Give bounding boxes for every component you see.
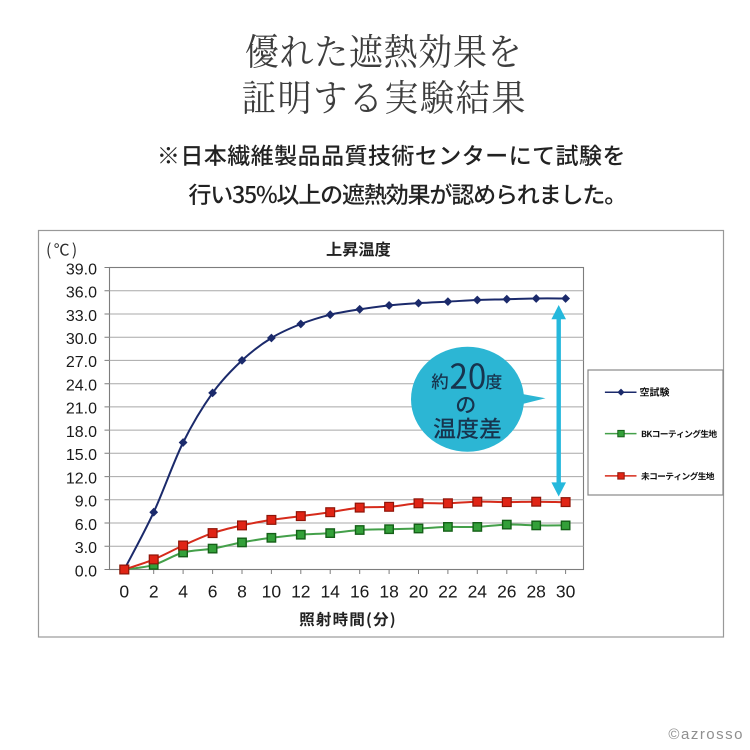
svg-text:26: 26 [497,582,516,602]
svg-text:24.0: 24.0 [66,378,97,395]
svg-text:12.0: 12.0 [66,470,97,487]
svg-text:28: 28 [526,582,545,602]
svg-text:33.0: 33.0 [66,308,97,325]
svg-text:39.0: 39.0 [66,261,97,278]
svg-text:22: 22 [438,582,457,602]
svg-text:6: 6 [208,582,218,602]
svg-text:12: 12 [291,582,310,602]
svg-text:18: 18 [379,582,398,602]
svg-text:4: 4 [178,582,188,602]
svg-text:9.0: 9.0 [75,494,97,511]
svg-text:10: 10 [262,582,282,602]
svg-text:18.0: 18.0 [66,424,97,441]
svg-text:6.0: 6.0 [75,517,97,534]
svg-text:15.0: 15.0 [66,447,97,464]
svg-text:0.0: 0.0 [75,563,97,580]
svg-text:30.0: 30.0 [66,331,97,348]
svg-text:24: 24 [468,582,488,602]
svg-text:8: 8 [237,582,247,602]
svg-text:27.0: 27.0 [66,354,97,371]
svg-text:2: 2 [149,582,159,602]
svg-text:©azrosso: ©azrosso [668,726,744,743]
svg-text:36.0: 36.0 [66,285,97,302]
svg-text:21.0: 21.0 [66,401,97,418]
svg-text:3.0: 3.0 [75,540,97,557]
svg-text:16: 16 [350,582,369,602]
svg-text:20: 20 [409,582,429,602]
svg-text:14: 14 [320,582,340,602]
svg-text:30: 30 [556,582,576,602]
svg-text:0: 0 [119,582,129,602]
